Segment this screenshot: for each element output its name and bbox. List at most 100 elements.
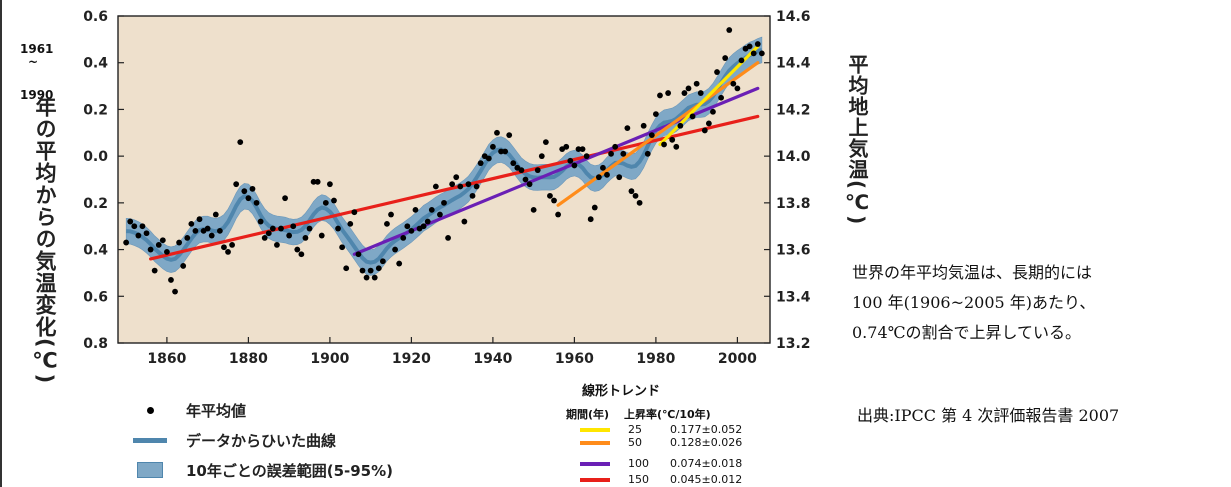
annual-mean-point bbox=[265, 230, 272, 237]
annual-mean-point bbox=[306, 225, 313, 232]
right-tick-label: 13.6 bbox=[776, 243, 811, 259]
annual-mean-point bbox=[253, 199, 260, 206]
x-tick-label: 1860 bbox=[147, 351, 186, 367]
annual-mean-point bbox=[127, 218, 134, 225]
annual-mean-point bbox=[665, 90, 672, 96]
annual-mean-point bbox=[424, 218, 431, 225]
description-line: 100 年(1906~2005 年)あたり、 bbox=[852, 293, 1096, 312]
trend-line-150 bbox=[149, 114, 760, 261]
annual-mean-point bbox=[274, 242, 280, 248]
annual-mean-point bbox=[192, 227, 199, 234]
right-tick-label: 13.8 bbox=[776, 196, 811, 212]
annual-mean-point bbox=[396, 260, 403, 267]
annual-mean-point bbox=[465, 181, 472, 188]
annual-mean-point bbox=[547, 192, 553, 199]
annual-mean-point bbox=[343, 265, 350, 272]
annual-mean-point bbox=[604, 171, 610, 178]
trend-period: 50 bbox=[628, 436, 642, 449]
annual-mean-point bbox=[477, 160, 484, 167]
left-ylabel-prefix-tilde: ~ bbox=[28, 55, 39, 69]
left-border bbox=[0, 0, 2, 487]
left-tick-label: 0.0 bbox=[83, 149, 108, 165]
annual-mean-point bbox=[457, 183, 464, 190]
source-citation: 出典:IPCC 第 4 次評価報告書 2007 bbox=[857, 406, 1120, 425]
annual-mean-point bbox=[388, 211, 394, 218]
annual-mean-point bbox=[697, 90, 704, 96]
annual-mean-point bbox=[428, 206, 435, 213]
annual-mean-point bbox=[490, 143, 496, 150]
annual-mean-point bbox=[184, 234, 191, 241]
annual-mean-point bbox=[371, 274, 378, 281]
annual-mean-point bbox=[294, 246, 301, 253]
annual-mean-point bbox=[563, 143, 570, 150]
annual-mean-point bbox=[208, 232, 215, 239]
annual-mean-point bbox=[339, 244, 346, 251]
x-tick-label: 1980 bbox=[636, 351, 675, 367]
error-band bbox=[125, 36, 763, 276]
annual-mean-point bbox=[449, 181, 456, 188]
annual-mean-point bbox=[245, 195, 252, 202]
annual-mean-point bbox=[278, 225, 284, 232]
trend-header-period: 期間(年) bbox=[566, 408, 610, 421]
annual-mean-point bbox=[469, 192, 476, 199]
annual-mean-point bbox=[404, 223, 411, 230]
annual-mean-point bbox=[657, 92, 663, 99]
annual-mean-point bbox=[143, 230, 150, 237]
annual-mean-point bbox=[257, 218, 264, 225]
annual-mean-point bbox=[176, 239, 183, 246]
annual-mean-point bbox=[135, 232, 142, 239]
left-tick-label: 0.6 bbox=[83, 9, 108, 25]
annual-mean-point bbox=[314, 178, 321, 185]
annual-mean-point bbox=[229, 242, 236, 248]
annual-mean-point bbox=[669, 136, 676, 143]
annual-mean-point bbox=[139, 223, 146, 230]
annual-mean-point bbox=[494, 129, 500, 136]
left-tick-label: 0.2 bbox=[83, 102, 108, 118]
trend-header-rate: 上昇率(℃/10年) bbox=[624, 408, 711, 421]
annual-mean-point bbox=[526, 181, 533, 188]
annual-mean-point bbox=[453, 174, 460, 181]
right-tick-label: 13.4 bbox=[776, 289, 811, 305]
annual-mean-point bbox=[180, 263, 187, 269]
annual-mean-point bbox=[653, 111, 659, 117]
right-tick-label: 14.4 bbox=[776, 56, 811, 72]
description: 世界の年平均気温は、長期的には 100 年(1906~2005 年)あたり、 0… bbox=[852, 258, 1222, 348]
curve-line-icon bbox=[133, 437, 167, 443]
plot-frame bbox=[117, 15, 771, 344]
description-line: 0.74℃の割合で上昇している。 bbox=[852, 323, 1082, 342]
annual-mean-point bbox=[750, 50, 757, 57]
annual-mean-point bbox=[225, 249, 231, 255]
left-tick-label: 0.4 bbox=[83, 243, 108, 259]
annual-mean-point bbox=[164, 249, 170, 255]
annual-mean-point bbox=[673, 143, 680, 150]
annual-mean-point bbox=[367, 267, 374, 274]
annual-mean-point bbox=[555, 211, 561, 218]
annual-mean-point bbox=[567, 157, 574, 164]
annual-mean-point bbox=[616, 174, 623, 181]
annual-mean-point bbox=[249, 185, 256, 192]
annual-mean-point bbox=[681, 90, 688, 96]
annual-mean-point bbox=[608, 150, 614, 157]
annual-mean-point bbox=[522, 176, 529, 183]
annual-mean-point bbox=[420, 223, 427, 230]
annual-mean-point bbox=[648, 132, 655, 139]
annual-mean-point bbox=[718, 94, 724, 101]
annual-mean-point bbox=[322, 199, 329, 206]
annual-mean-point bbox=[746, 43, 753, 50]
annual-mean-point bbox=[628, 188, 635, 195]
annual-mean-point bbox=[502, 148, 509, 155]
annual-mean-point bbox=[282, 195, 288, 202]
annual-mean-point bbox=[412, 206, 419, 213]
annual-mean-point bbox=[432, 183, 439, 190]
trend-swatch-icon bbox=[580, 441, 610, 445]
legend-label: データからひいた曲線 bbox=[186, 431, 337, 450]
annual-mean-point bbox=[331, 197, 337, 204]
annual-mean-point bbox=[473, 183, 480, 190]
annual-mean-point bbox=[551, 197, 557, 204]
annual-mean-point bbox=[620, 150, 627, 157]
annual-mean-point bbox=[485, 155, 492, 162]
annual-mean-point bbox=[701, 127, 708, 134]
annual-mean-point bbox=[375, 265, 382, 272]
annual-mean-point bbox=[155, 242, 162, 248]
